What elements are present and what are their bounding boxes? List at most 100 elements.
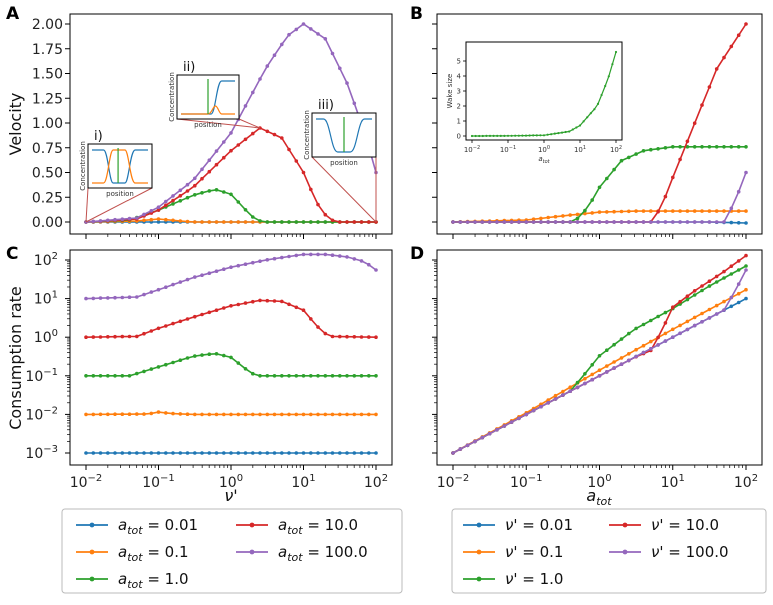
data-point-C-0 <box>287 451 291 455</box>
data-point-B-4 <box>634 220 638 224</box>
inset-b-point <box>517 134 520 137</box>
data-point-B-3 <box>663 194 668 199</box>
data-point-A-4 <box>243 104 248 108</box>
data-point-C-0 <box>135 451 139 455</box>
data-point-D-3 <box>707 279 712 284</box>
inset-b-point <box>593 108 596 111</box>
data-point-B-1 <box>663 209 668 213</box>
data-point-C-3 <box>185 317 190 321</box>
data-point-A-4 <box>149 209 154 213</box>
data-point-C-3 <box>193 314 197 319</box>
data-point-C-3 <box>178 319 183 324</box>
data-point-C-1 <box>200 412 204 417</box>
x-tick-label-D: 10−2 <box>437 473 470 491</box>
inset-b-point <box>488 134 492 137</box>
data-point-D-4 <box>487 431 492 436</box>
data-point-C-1 <box>280 412 284 417</box>
data-point-A-3 <box>280 136 284 140</box>
data-point-D-4 <box>744 268 748 272</box>
data-point-B-3 <box>744 22 748 26</box>
data-point-C-3 <box>84 335 88 340</box>
data-point-D-2 <box>692 293 697 297</box>
data-point-B-4 <box>451 220 455 224</box>
data-point-B-4 <box>546 220 550 224</box>
inset-b-point <box>492 134 495 137</box>
data-point-A-1 <box>164 217 168 222</box>
data-point-A-3 <box>251 131 255 136</box>
data-point-C-2 <box>171 360 175 365</box>
y-tick-label-C: 10−2 <box>25 405 58 423</box>
data-point-D-4 <box>539 404 543 409</box>
x-tick-label-D: 101 <box>661 473 685 491</box>
data-point-C-0 <box>359 451 364 455</box>
data-point-A-1 <box>229 220 233 224</box>
data-point-C-1 <box>243 412 248 417</box>
data-point-A-3 <box>272 132 277 137</box>
data-point-B-1 <box>575 212 580 217</box>
data-point-C-3 <box>164 324 168 328</box>
data-point-D-3 <box>714 274 719 279</box>
data-point-A-2 <box>316 220 320 224</box>
inset-ii-ylabel: Concentration <box>168 72 176 122</box>
legend-label-left: atot = 100.0 <box>278 543 368 564</box>
data-point-C-0 <box>106 451 110 455</box>
data-point-B-2 <box>714 145 719 149</box>
data-point-C-2 <box>149 367 154 371</box>
data-point-B-1 <box>714 209 719 213</box>
data-point-C-0 <box>374 451 378 455</box>
y-tick-label-C: 101 <box>34 290 58 308</box>
data-point-A-4 <box>113 217 117 222</box>
data-point-D-1 <box>627 352 631 356</box>
data-point-B-1 <box>685 209 690 213</box>
data-point-A-3 <box>222 155 226 160</box>
data-point-C-2 <box>193 354 197 358</box>
data-point-B-4 <box>517 220 521 224</box>
data-point-A-3 <box>265 129 270 134</box>
data-point-D-2 <box>714 280 719 284</box>
data-point-D-2 <box>700 288 704 293</box>
y-tick-label-A: 1.50 <box>32 67 63 83</box>
data-point-D-1 <box>685 319 690 324</box>
inset-b-x-tick-label: 10−1 <box>500 145 516 154</box>
data-point-C-0 <box>301 451 306 455</box>
legend-label-right: ν' = 1.0 <box>505 570 563 588</box>
data-point-B-2 <box>597 185 602 190</box>
data-point-A-1 <box>214 220 219 224</box>
data-point-B-2 <box>671 145 675 149</box>
data-point-C-2 <box>214 352 219 356</box>
data-point-C-2 <box>84 374 88 378</box>
data-point-D-2 <box>663 310 668 315</box>
data-point-B-4 <box>685 220 690 224</box>
y-tick-label-C: 102 <box>34 251 58 269</box>
data-point-D-1 <box>744 287 748 292</box>
data-point-B-3 <box>736 33 741 37</box>
data-point-B-2 <box>583 208 587 213</box>
data-point-B-1 <box>561 214 565 218</box>
data-point-C-0 <box>171 451 175 455</box>
data-point-A-1 <box>193 220 197 224</box>
data-point-C-3 <box>345 334 349 339</box>
data-point-C-4 <box>214 269 219 274</box>
data-point-D-4 <box>473 439 477 444</box>
panel-b-inset: 0 1 2 3 4 5 10−2 10−1 100 101 102 Wake size atot <box>446 41 623 165</box>
inset-ii-label: ii) <box>183 60 195 75</box>
data-point-D-2 <box>590 363 594 367</box>
data-point-B-4 <box>539 220 543 224</box>
data-point-B-4 <box>597 220 602 224</box>
data-point-C-4 <box>258 259 262 264</box>
data-point-D-4 <box>495 428 499 432</box>
data-point-A-3 <box>185 189 190 193</box>
data-point-D-4 <box>590 377 594 382</box>
data-point-B-4 <box>553 220 558 224</box>
data-point-C-3 <box>251 299 255 304</box>
data-point-C-1 <box>236 412 241 417</box>
data-point-D-1 <box>546 398 550 402</box>
data-point-C-0 <box>294 451 299 455</box>
inset-b-point <box>557 132 560 135</box>
data-point-C-3 <box>127 334 132 339</box>
data-point-C-0 <box>367 451 371 455</box>
data-point-D-2 <box>597 354 602 358</box>
data-point-B-3 <box>685 139 690 144</box>
y-tick-label-C: 10−3 <box>25 444 58 462</box>
